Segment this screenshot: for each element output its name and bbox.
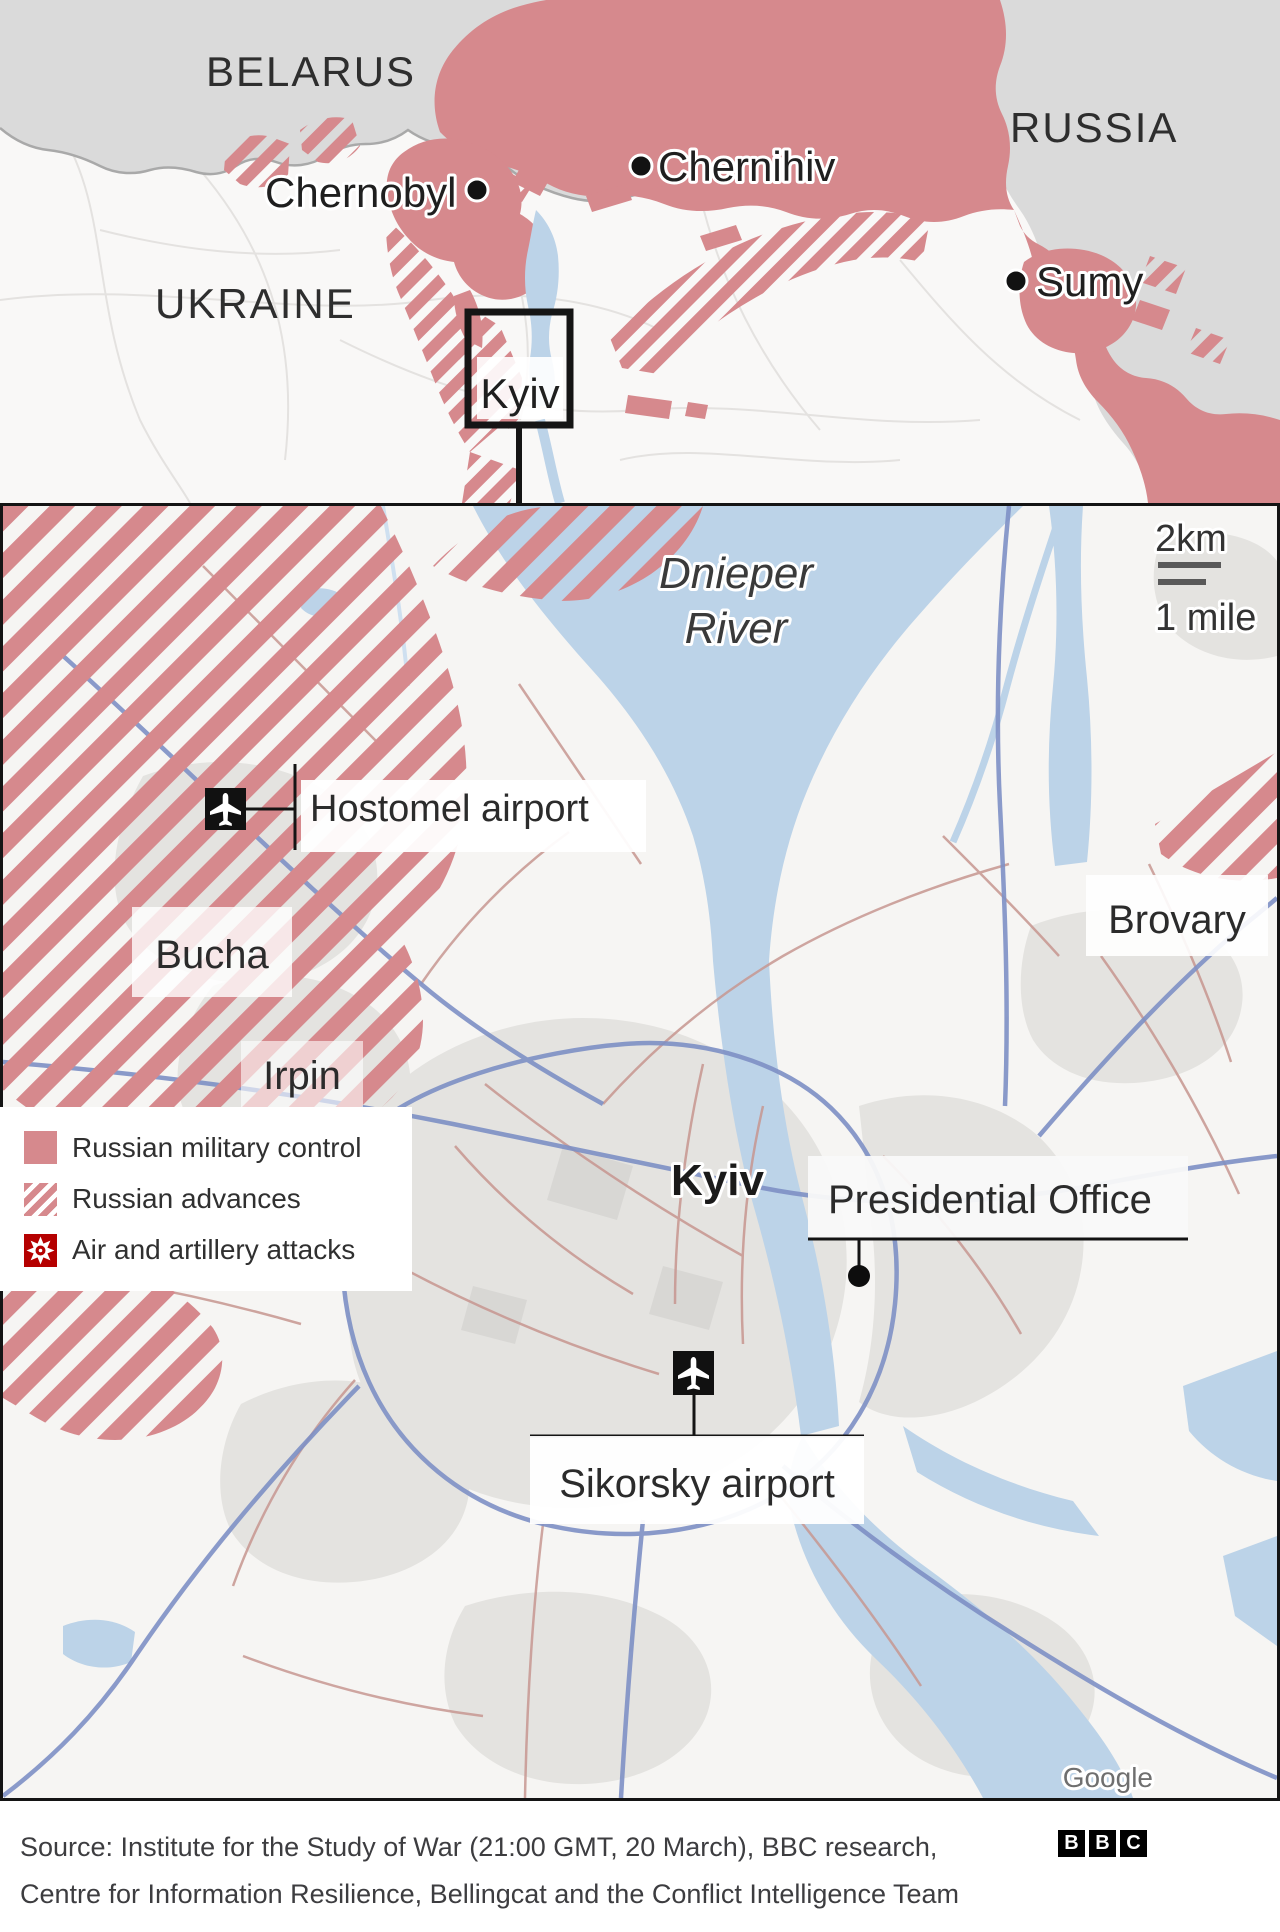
label-sumy: Sumy (1036, 258, 1143, 305)
overview-map-canvas: BELARUS UKRAINE RUSSIA Chernobyl Chernih… (0, 0, 1280, 505)
presidential-office-marker: Presidential Office (808, 1156, 1188, 1287)
label-russia: RUSSIA (1010, 104, 1178, 151)
legend-label: Air and artillery attacks (72, 1234, 356, 1266)
legend-row-advances: Russian advances (0, 1182, 412, 1216)
dnieper-river (63, 506, 1277, 1798)
label-hostomel: Hostomel airport (310, 788, 589, 830)
scale-mile-bar (1158, 579, 1206, 585)
city-sumy: Sumy (1003, 255, 1146, 308)
sumy-dot (1003, 268, 1029, 294)
bucha-label-bg (132, 907, 292, 997)
presidential-office-label-bg (808, 1156, 1188, 1240)
legend-label: Russian military control (72, 1131, 362, 1163)
city-chernihiv: Chernihiv (628, 140, 838, 193)
kyiv-detail-map: Dnieper River 2km 1 mile Hostomel airpor… (0, 503, 1280, 1801)
river-label: Dnieper River (656, 546, 818, 656)
chernihiv-dot (628, 153, 654, 179)
label-bucha: Bucha (155, 933, 269, 977)
dense-urban-patches (461, 1146, 723, 1344)
legend-label: Russian advances (72, 1183, 301, 1214)
source-line-1: Source: Institute for the Study of War (… (20, 1832, 938, 1862)
label-sikorsky: Sikorsky airport (559, 1462, 835, 1506)
label-chernobyl: Chernobyl (265, 169, 456, 216)
brovary-label: Brovary (1086, 875, 1268, 956)
label-kyiv-inset: Kyiv (480, 370, 559, 417)
brovary-label-bg (1086, 875, 1268, 956)
hostomel-airport-marker: Hostomel airport (205, 764, 646, 852)
overview-map: BELARUS UKRAINE RUSSIA Chernobyl Chernih… (0, 0, 1280, 505)
label-belarus: BELARUS (206, 48, 416, 95)
air-attacks-swatch (24, 1233, 57, 1267)
airplane-glyph (678, 1357, 709, 1390)
sikorsky-label-bg (530, 1436, 864, 1524)
russian-advances-swatch (24, 1182, 57, 1216)
hostomel-label-bg (301, 780, 646, 852)
chernobyl-dot (464, 177, 490, 203)
river-label-line2: River (685, 604, 790, 653)
label-irpin: Irpin (263, 1054, 341, 1098)
presidential-office-dot (848, 1265, 870, 1287)
inset-label-bg (477, 357, 563, 419)
sikorsky-airport-marker: Sikorsky airport (530, 1351, 864, 1524)
russian-control-swatch (24, 1131, 57, 1165)
russian-control-areas-top (386, 0, 1280, 503)
city-chernobyl: Chernobyl (262, 166, 490, 219)
legend-row-control: Russian military control (0, 1131, 412, 1165)
label-ukraine: UKRAINE (155, 280, 356, 327)
scale-km-label: 2km (1155, 518, 1227, 560)
legend-row-attacks: Air and artillery attacks (0, 1233, 412, 1267)
bbc-logo-letter: B (1058, 1830, 1085, 1857)
burst-icon (26, 1236, 55, 1265)
scale-km-bar (1158, 562, 1221, 568)
bbc-logo: B B C (1058, 1830, 1147, 1857)
label-presidential-office: Presidential Office (828, 1178, 1152, 1222)
bucha-label: Bucha (132, 907, 292, 997)
map-legend: Russian military control Russian advance… (0, 1107, 412, 1291)
irpin-label-bg (241, 1041, 363, 1109)
scale-mile-label: 1 mile (1155, 597, 1256, 639)
label-chernihiv: Chernihiv (658, 143, 835, 190)
label-brovary: Brovary (1108, 898, 1246, 942)
scale-bar: 2km 1 mile (1152, 515, 1259, 642)
source-line-2: Centre for Information Resilience, Belli… (20, 1879, 960, 1909)
kyiv-inset-box: Kyiv (464, 308, 574, 503)
russian-advance-areas-main (3, 506, 1277, 1440)
label-kyiv: Kyiv (671, 1156, 764, 1205)
google-watermark: Google (1063, 1762, 1153, 1793)
bbc-logo-letter: B (1089, 1830, 1116, 1857)
russian-advance-areas-top (224, 117, 1230, 503)
river-label-line1: Dnieper (659, 549, 815, 598)
irpin-label: Irpin (241, 1041, 363, 1109)
kyiv-map-canvas: Dnieper River 2km 1 mile Hostomel airpor… (3, 506, 1277, 1798)
footer: Source: Institute for the Study of War (… (0, 1801, 1280, 1932)
airplane-glyph (210, 793, 241, 826)
bbc-logo-letter: C (1120, 1830, 1147, 1857)
